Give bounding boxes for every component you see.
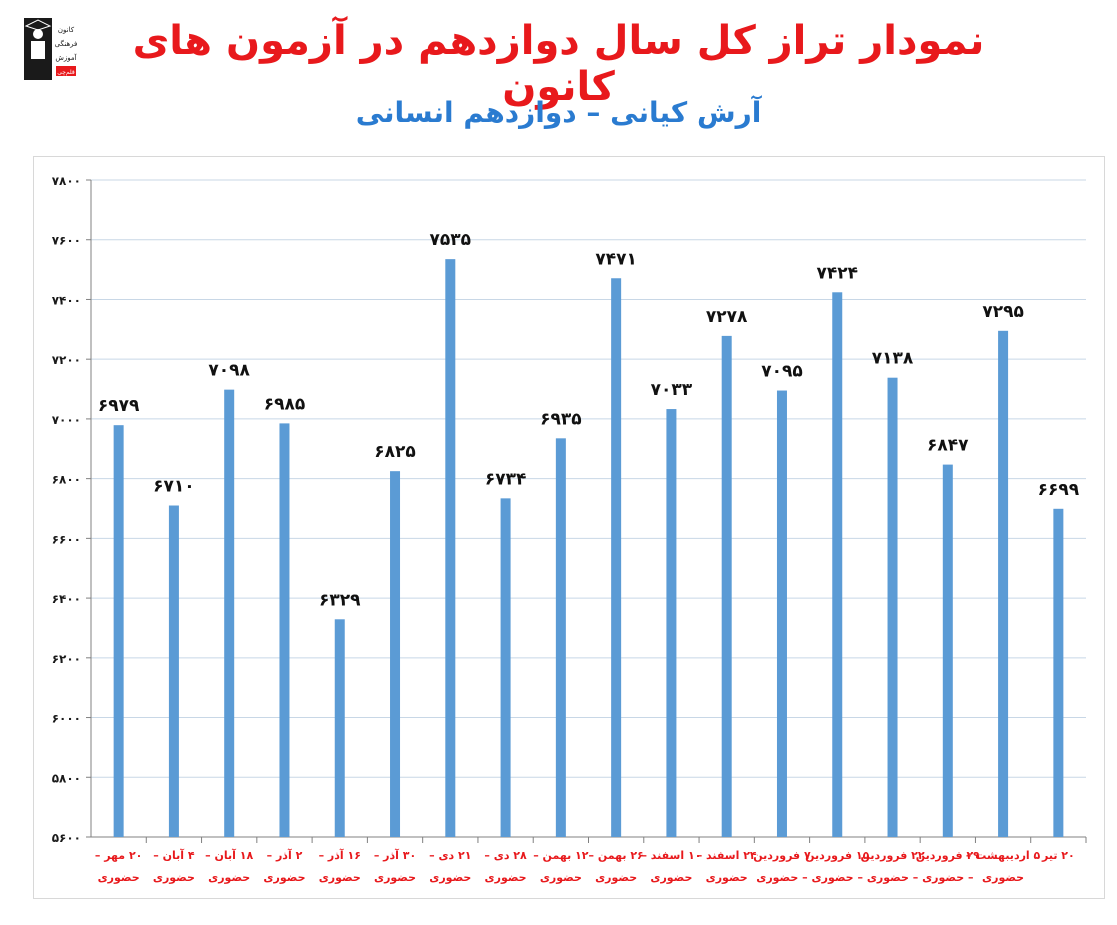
bar	[113, 425, 124, 837]
data-label: ۷۰۹۸	[208, 361, 250, 381]
category-label: ۱۸ آبان –	[205, 848, 253, 862]
category-label: ۲۰ تیر	[1041, 849, 1075, 862]
data-label: ۶۷۳۴	[485, 469, 527, 489]
bar	[334, 619, 345, 837]
category-label: – حضوری	[812, 871, 863, 884]
category-label: ۱۵ فروردین	[805, 849, 869, 862]
logo-line-4: قلم‌چی	[57, 69, 75, 76]
category-label: ۴ آبان –	[153, 848, 195, 862]
y-tick-label: ۶۰۰۰	[52, 712, 81, 726]
chart-title: نمودار تراز کل سال دوازدهم در آزمون های …	[132, 18, 985, 110]
bar	[445, 259, 456, 837]
category-label: ۱۰ اسفند –	[641, 849, 701, 862]
data-label: ۷۲۹۵	[982, 302, 1024, 322]
data-label: ۶۷۱۰	[153, 477, 195, 497]
logo-line-1: کانون	[58, 26, 75, 34]
category-label: حضوری	[319, 871, 361, 884]
category-label: حضوری	[595, 871, 637, 884]
category-label: ۲۰ مهر –	[95, 849, 143, 862]
category-label: حضوری	[982, 871, 1024, 884]
category-label: ۲۴ اسفند –	[697, 849, 757, 862]
data-label: ۷۰۳۳	[651, 380, 693, 400]
y-tick-label: ۵۶۰۰	[52, 831, 81, 845]
bar	[887, 377, 898, 837]
bar	[776, 390, 787, 837]
chart-subtitle: آرش کیانی – دوازدهم انسانی	[355, 96, 762, 129]
y-tick-label: ۷۲۰۰	[52, 353, 81, 367]
bar	[611, 278, 622, 838]
data-label: ۷۵۳۵	[430, 230, 472, 250]
y-tick-label: ۶۶۰۰	[52, 532, 81, 546]
category-label: ۲۱ دی –	[429, 849, 471, 862]
category-label: ۳۰ آذر –	[374, 848, 416, 862]
category-label: ۲۸ دی –	[484, 849, 527, 862]
kanoon-logo: کانون فرهنگی آموزش قلم‌چی	[22, 14, 78, 84]
category-label: ۲۲ فروردین	[860, 849, 924, 862]
category-label: حضوری	[650, 871, 692, 884]
bar	[500, 498, 511, 837]
bar	[666, 409, 677, 837]
category-label: – حضوری	[756, 871, 807, 884]
category-label: ۵ اردیبهشت –	[966, 849, 1041, 862]
category-label: – حضوری	[922, 871, 973, 884]
bar	[1053, 508, 1064, 837]
bar	[279, 423, 290, 837]
category-label: حضوری	[98, 871, 140, 884]
bar	[942, 464, 953, 837]
kanoon-logo-graphic: کانون فرهنگی آموزش قلم‌چی	[24, 18, 78, 80]
category-label: حضوری	[208, 871, 250, 884]
y-tick-label: ۶۸۰۰	[52, 473, 81, 487]
data-label: ۶۹۳۵	[540, 409, 582, 429]
y-tick-label: ۷۰۰۰	[52, 413, 81, 427]
data-label: ۶۹۷۹	[98, 396, 140, 416]
category-label: ۲ آذر –	[267, 848, 303, 862]
category-label: حضوری	[706, 871, 748, 884]
chart-area: ۵۶۰۰ ۵۸۰۰ ۶۰۰۰ ۶۲۰۰ ۶۴۰۰ ۶۶۰۰ ۶۸۰۰ ۷۰۰۰ ۷۲۰۰ ۷۴۰۰…	[33, 156, 1105, 899]
category-label: حضوری	[540, 871, 582, 884]
y-tick-label: ۶۴۰۰	[52, 592, 81, 606]
logo-line-2: فرهنگی	[55, 39, 78, 48]
data-label: ۷۲۷۸	[706, 307, 748, 327]
data-label: ۶۶۹۹	[1038, 480, 1080, 500]
logo-line-3: آموزش	[55, 53, 77, 62]
bar	[555, 438, 566, 837]
y-tick-label: ۷۸۰۰	[52, 174, 81, 188]
data-label: ۶۹۸۵	[264, 394, 306, 414]
category-label: حضوری	[263, 871, 305, 884]
category-label: ۱۲ بهمن –	[533, 849, 589, 862]
bar	[721, 335, 732, 837]
category-label: حضوری	[374, 871, 416, 884]
category-label: – حضوری	[867, 871, 918, 884]
y-tick-label: ۶۲۰۰	[52, 652, 81, 666]
data-label: ۷۰۹۵	[761, 362, 803, 382]
bar-chart: ۵۶۰۰ ۵۸۰۰ ۶۰۰۰ ۶۲۰۰ ۶۴۰۰ ۶۶۰۰ ۶۸۰۰ ۷۰۰۰ ۷۲۰۰ ۷۴۰۰…	[52, 174, 1087, 884]
data-label: ۷۱۳۸	[872, 349, 914, 369]
category-label: ۱۶ آذر –	[319, 848, 361, 862]
category-label: حضوری	[153, 871, 195, 884]
y-tick-label: ۷۶۰۰	[52, 234, 81, 248]
data-label: ۶۸۴۷	[927, 436, 969, 456]
bar	[998, 330, 1009, 837]
category-label: حضوری	[429, 871, 471, 884]
data-label: ۶۳۲۹	[319, 590, 361, 610]
bar	[224, 389, 235, 837]
y-tick-label: ۷۴۰۰	[52, 293, 81, 307]
category-label: حضوری	[485, 871, 527, 884]
y-tick-label: ۵۸۰۰	[52, 771, 81, 785]
data-label: ۶۸۲۵	[374, 442, 416, 462]
category-label: ۲۹ فروردین	[916, 849, 980, 862]
category-label: ۲۶ بهمن –	[589, 849, 644, 862]
category-label: ۷ فروردین	[753, 849, 811, 862]
bar	[832, 292, 843, 837]
bar	[168, 505, 179, 837]
data-label: ۷۴۲۴	[816, 263, 858, 283]
data-label: ۷۴۷۱	[595, 249, 637, 269]
bar	[390, 471, 401, 837]
